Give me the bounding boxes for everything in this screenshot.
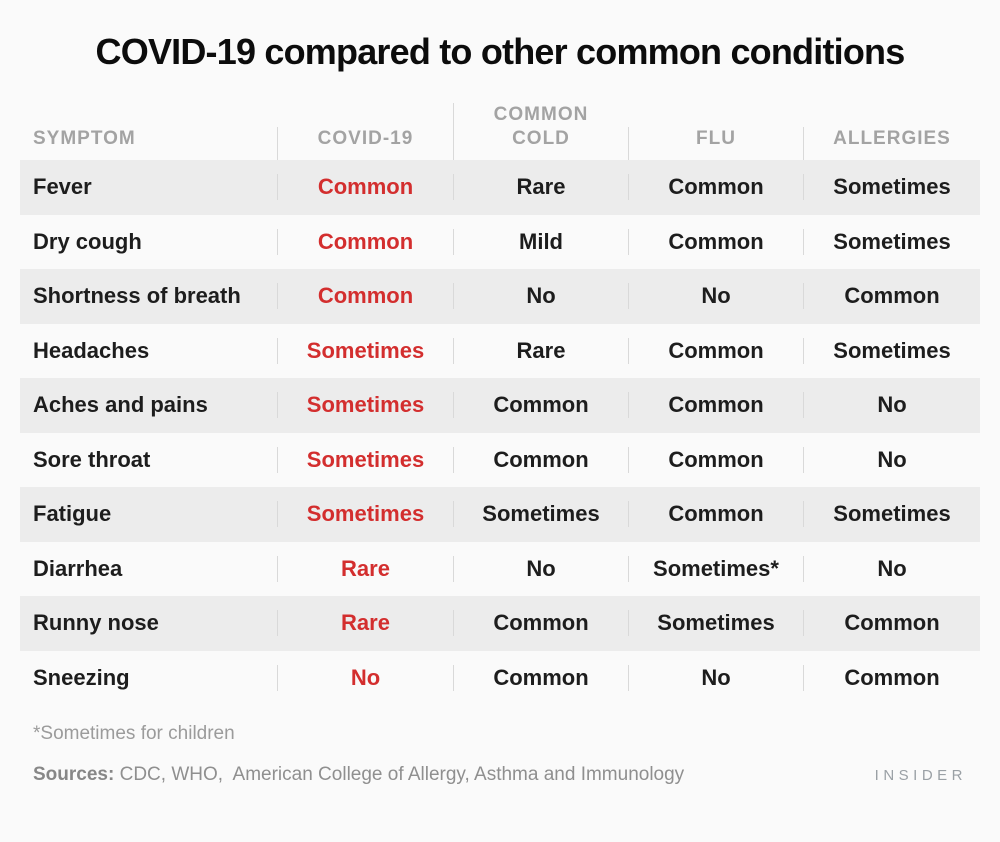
covid19-value: Rare: [277, 555, 453, 582]
table-row: Fever Common Rare Common Sometimes: [20, 160, 980, 215]
flu-value: No: [628, 664, 803, 691]
common-cold-value: Sometimes: [453, 501, 628, 528]
column-header-flu: FLU: [628, 127, 803, 160]
flu-value: Common: [628, 228, 803, 255]
sources-line: Sources: CDC, WHO, American College of A…: [33, 764, 684, 786]
flu-value: Sometimes*: [628, 555, 803, 582]
table-header-row: SYMPTOM COVID-19 COMMON COLD FLU ALLERGI…: [20, 100, 980, 160]
allergies-value: Sometimes: [803, 228, 980, 255]
footnote: *Sometimes for children: [33, 723, 235, 744]
page-title: COVID-19 compared to other common condit…: [95, 31, 906, 72]
table-row: Shortness of breath Common No No Common: [20, 269, 980, 324]
allergies-value: Common: [803, 664, 980, 691]
flu-value: No: [628, 283, 803, 310]
allergies-value: Common: [803, 283, 980, 310]
table-row: Sneezing No Common No Common: [20, 651, 980, 706]
allergies-value: Sometimes: [803, 501, 980, 528]
common-cold-value: No: [453, 555, 628, 582]
common-cold-value: Mild: [453, 228, 628, 255]
table-row: Headaches Sometimes Rare Common Sometime…: [20, 324, 980, 379]
table-row: Fatigue Sometimes Sometimes Common Somet…: [20, 487, 980, 542]
allergies-value: No: [803, 392, 980, 419]
symptom-label: Fatigue: [33, 501, 112, 527]
flu-value: Common: [628, 446, 803, 473]
common-cold-value: Common: [453, 446, 628, 473]
symptom-label: Runny nose: [33, 610, 159, 636]
allergies-value: No: [803, 555, 980, 582]
symptom-label: Aches and pains: [33, 392, 208, 418]
symptom-label: Dry cough: [33, 228, 142, 254]
allergies-value: No: [803, 446, 980, 473]
column-header-symptom: SYMPTOM: [33, 128, 136, 149]
covid19-value: Common: [277, 228, 453, 255]
covid19-value: Sometimes: [277, 501, 453, 528]
insider-logo: INSIDER: [874, 767, 967, 784]
common-cold-value: Common: [453, 610, 628, 637]
sources-text: CDC, WHO, American College of Allergy, A…: [114, 764, 685, 785]
covid19-value: Sometimes: [277, 446, 453, 473]
symptom-label: Diarrhea: [33, 555, 123, 581]
column-header-covid19: COVID-19: [277, 127, 453, 160]
flu-value: Common: [628, 337, 803, 364]
column-header-allergies: ALLERGIES: [803, 127, 980, 160]
table-row: Dry cough Common Mild Common Sometimes: [20, 215, 980, 270]
table-body: Fever Common Rare Common Sometimes Dry c…: [20, 160, 980, 705]
table-row: Sore throat Sometimes Common Common No: [20, 433, 980, 488]
covid19-value: Common: [277, 283, 453, 310]
flu-value: Common: [628, 501, 803, 528]
symptom-label: Headaches: [33, 337, 150, 363]
flu-value: Sometimes: [628, 610, 803, 637]
flu-value: Common: [628, 174, 803, 201]
common-cold-value: Common: [453, 392, 628, 419]
allergies-value: Sometimes: [803, 337, 980, 364]
common-cold-value: No: [453, 283, 628, 310]
allergies-value: Common: [803, 610, 980, 637]
allergies-value: Sometimes: [803, 174, 980, 201]
sources-label: Sources:: [33, 764, 115, 785]
common-cold-value: Rare: [453, 174, 628, 201]
footer-row: Sources: CDC, WHO, American College of A…: [33, 764, 967, 786]
symptom-label: Sore throat: [33, 446, 151, 472]
common-cold-value: Rare: [453, 337, 628, 364]
symptom-label: Sneezing: [33, 664, 130, 690]
table-row: Aches and pains Sometimes Common Common …: [20, 378, 980, 433]
covid19-value: Sometimes: [277, 392, 453, 419]
common-cold-value: Common: [453, 664, 628, 691]
symptom-label: Shortness of breath: [33, 283, 241, 309]
symptom-comparison-table: SYMPTOM COVID-19 COMMON COLD FLU ALLERGI…: [20, 100, 980, 705]
covid19-value: Rare: [277, 610, 453, 637]
covid19-value: Sometimes: [277, 337, 453, 364]
table-row: Diarrhea Rare No Sometimes* No: [20, 542, 980, 597]
covid19-value: No: [277, 664, 453, 691]
symptom-label: Fever: [33, 174, 92, 200]
covid19-value: Common: [277, 174, 453, 201]
column-header-common-cold: COMMON COLD: [453, 103, 628, 160]
flu-value: Common: [628, 392, 803, 419]
table-row: Runny nose Rare Common Sometimes Common: [20, 596, 980, 651]
